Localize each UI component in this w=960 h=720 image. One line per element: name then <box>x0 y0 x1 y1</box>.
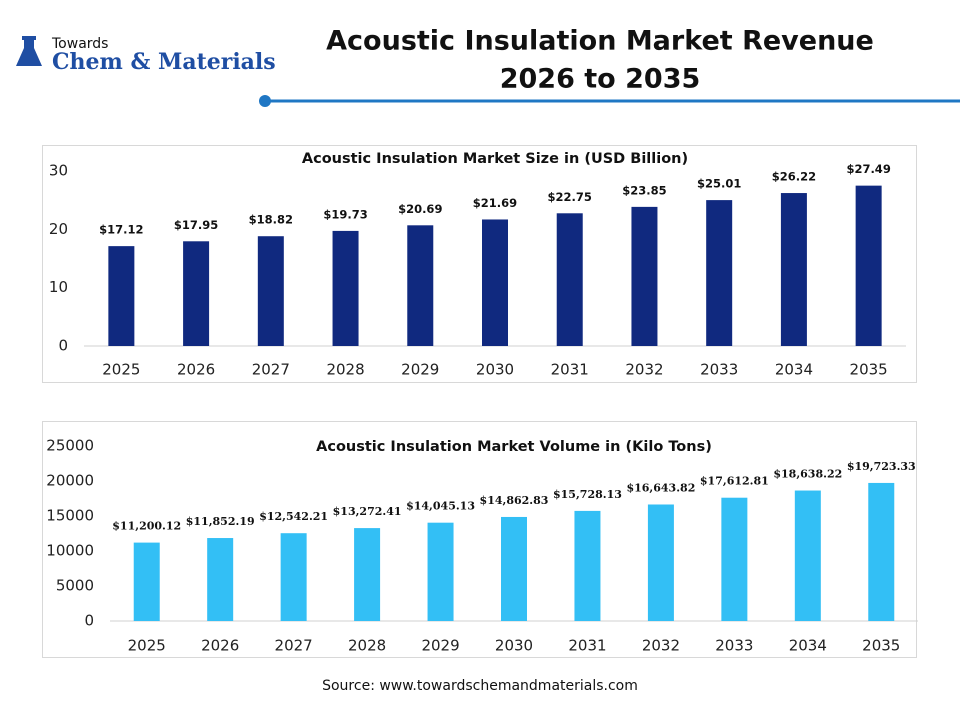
bar <box>868 482 895 621</box>
x-tick-label: 2030 <box>476 361 514 379</box>
bar <box>706 200 733 346</box>
y-tick-label: 30 <box>49 162 68 180</box>
y-tick-label: 15000 <box>46 507 94 525</box>
x-tick-label: 2031 <box>551 361 589 379</box>
x-tick-label: 2028 <box>348 637 386 655</box>
value-label: $17.12 <box>99 223 143 237</box>
logo-flask <box>16 40 42 66</box>
value-label: $14,862.83 <box>480 494 549 507</box>
value-label: $25.01 <box>697 177 741 191</box>
bar <box>427 522 454 621</box>
value-label: $22.75 <box>548 190 592 204</box>
bar <box>257 236 284 346</box>
y-tick-label: 10 <box>49 278 68 296</box>
value-label: $17,612.81 <box>700 475 769 488</box>
bar <box>280 533 307 621</box>
bar <box>332 230 359 346</box>
logo-flask-cap <box>22 36 36 40</box>
value-label: $13,272.41 <box>333 505 402 518</box>
x-tick-label: 2033 <box>700 361 738 379</box>
x-tick-label: 2025 <box>128 637 166 655</box>
x-tick-label: 2027 <box>275 637 313 655</box>
value-label: $20.69 <box>398 202 442 216</box>
chart-title: Acoustic Insulation Market Size in (USD … <box>302 151 688 167</box>
logo: Towards Chem & Materials <box>16 36 276 75</box>
x-tick-label: 2031 <box>568 637 606 655</box>
bar <box>133 542 160 621</box>
value-label: $14,045.13 <box>406 500 475 513</box>
chart-title: Acoustic Insulation Market Volume in (Ki… <box>316 439 712 455</box>
x-tick-label: 2033 <box>715 637 753 655</box>
x-tick-label: 2030 <box>495 637 533 655</box>
value-label: $21.69 <box>473 196 517 210</box>
value-label: $23.85 <box>622 183 666 197</box>
y-tick-label: 0 <box>58 337 68 355</box>
x-tick-label: 2035 <box>850 361 888 379</box>
chart-frame <box>42 421 917 658</box>
bar <box>631 206 658 346</box>
y-tick-label: 5000 <box>56 577 94 595</box>
logo-top: Towards <box>51 36 108 52</box>
value-label: $16,643.82 <box>626 481 695 494</box>
x-tick-label: 2025 <box>102 361 140 379</box>
bar <box>501 516 527 621</box>
header-dot <box>259 95 271 107</box>
bar <box>183 241 210 346</box>
value-label: $17.95 <box>174 218 218 232</box>
main-title: 2026 to 2035 <box>500 64 701 95</box>
x-tick-label: 2026 <box>201 637 239 655</box>
bar <box>556 213 583 346</box>
x-tick-label: 2032 <box>642 637 680 655</box>
bar <box>647 504 674 621</box>
x-tick-label: 2029 <box>401 361 439 379</box>
bar <box>407 225 434 346</box>
chart-frame <box>42 145 917 383</box>
y-tick-label: 10000 <box>46 542 94 560</box>
value-label: $12,542.21 <box>259 510 328 523</box>
x-tick-label: 2034 <box>775 361 813 379</box>
bar <box>207 538 234 621</box>
x-tick-label: 2026 <box>177 361 215 379</box>
bar <box>574 510 601 621</box>
x-tick-label: 2027 <box>252 361 290 379</box>
x-tick-label: 2034 <box>789 637 827 655</box>
source: Source: www.towardschemandmaterials.com <box>322 678 638 694</box>
value-label: $11,200.12 <box>112 520 181 533</box>
value-label: $27.49 <box>846 162 890 176</box>
value-label: $11,852.19 <box>186 515 255 528</box>
x-tick-label: 2028 <box>326 361 364 379</box>
x-tick-label: 2032 <box>625 361 663 379</box>
bar <box>482 219 508 346</box>
value-label: $18,638.22 <box>773 468 842 481</box>
value-label: $26.22 <box>772 170 816 184</box>
x-tick-label: 2035 <box>862 637 900 655</box>
value-label: $18.82 <box>249 213 293 227</box>
y-tick-label: 20000 <box>46 472 94 490</box>
logo-main: Chem & Materials <box>52 49 276 75</box>
bar <box>794 490 821 621</box>
bar <box>108 246 135 346</box>
bar <box>780 193 807 346</box>
value-label: $19,723.33 <box>847 460 916 473</box>
y-tick-label: 25000 <box>46 437 94 455</box>
bar <box>855 185 882 346</box>
bar <box>354 528 381 621</box>
value-label: $15,728.13 <box>553 488 622 501</box>
main-title: Acoustic Insulation Market Revenue <box>326 26 874 57</box>
y-tick-label: 20 <box>49 220 68 238</box>
bar <box>721 497 748 621</box>
value-label: $19.73 <box>323 207 367 221</box>
y-tick-label: 0 <box>84 612 94 630</box>
x-tick-label: 2029 <box>421 637 459 655</box>
